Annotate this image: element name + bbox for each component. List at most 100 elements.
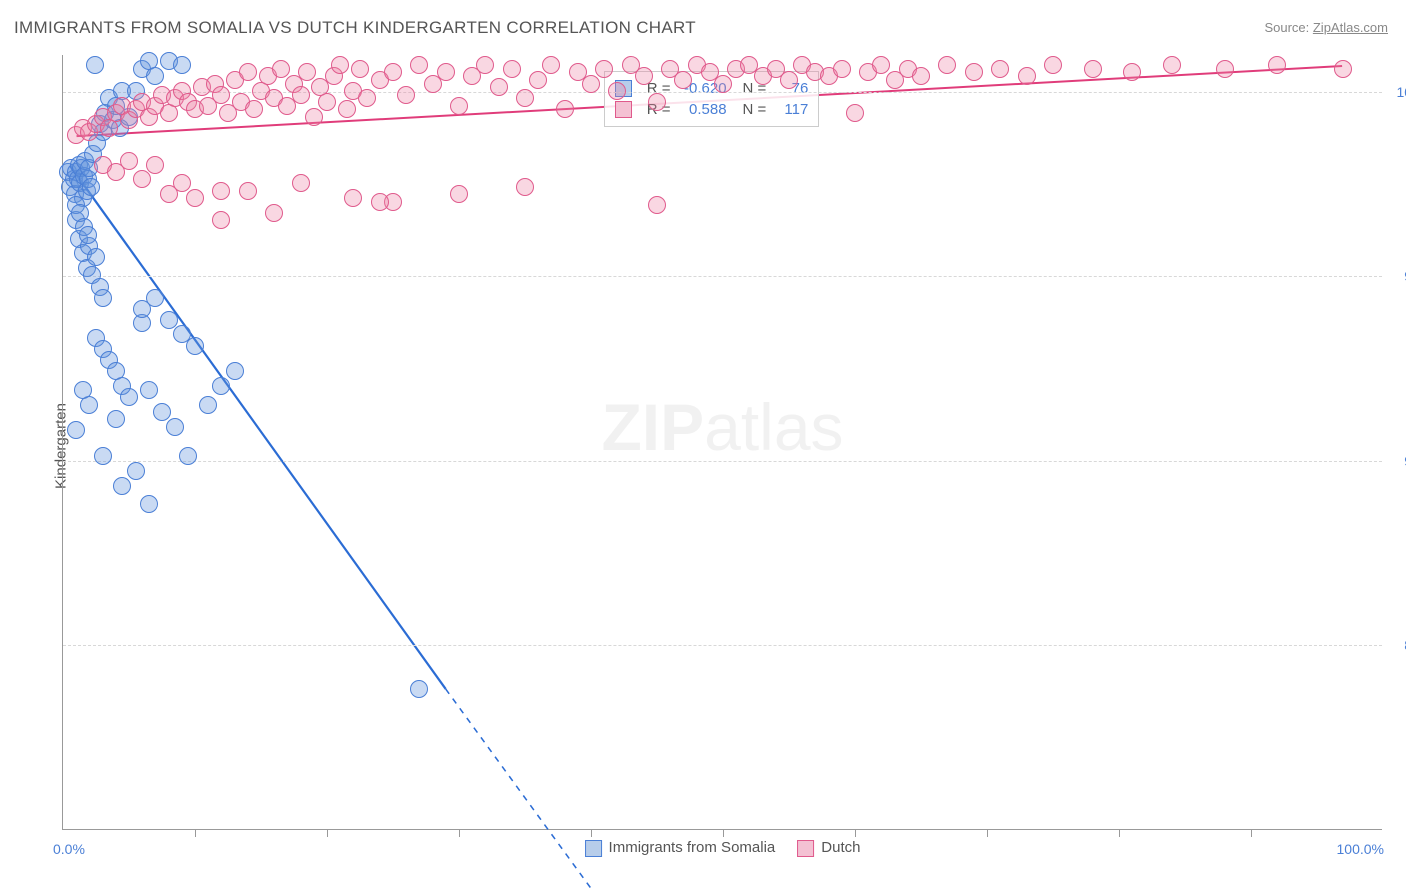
x-tick (327, 829, 328, 837)
watermark-light: atlas (704, 390, 843, 464)
scatter-point (1123, 63, 1141, 81)
scatter-point (1216, 60, 1234, 78)
trend-line-extrapolated (446, 689, 591, 888)
scatter-point (226, 362, 244, 380)
scatter-point (991, 60, 1009, 78)
x-tick (195, 829, 196, 837)
scatter-point (87, 248, 105, 266)
series-swatch-icon (615, 101, 632, 118)
scatter-point (450, 97, 468, 115)
scatter-point (938, 56, 956, 74)
stats-row: R =0.588 N =117 (615, 99, 809, 120)
legend-swatch-icon (585, 840, 602, 857)
scatter-point (127, 462, 145, 480)
scatter-point (450, 185, 468, 203)
scatter-point (74, 381, 92, 399)
scatter-point (186, 189, 204, 207)
y-tick-label: 95.0% (1389, 268, 1406, 284)
scatter-point (79, 226, 97, 244)
scatter-point (292, 86, 310, 104)
scatter-point (239, 182, 257, 200)
scatter-point (265, 204, 283, 222)
scatter-point (410, 56, 428, 74)
scatter-point (1044, 56, 1062, 74)
scatter-point (107, 163, 125, 181)
x-tick (1251, 829, 1252, 837)
scatter-point (542, 56, 560, 74)
scatter-point (107, 410, 125, 428)
scatter-point (351, 60, 369, 78)
scatter-point (516, 178, 534, 196)
scatter-point (212, 377, 230, 395)
watermark: ZIPatlas (601, 389, 843, 465)
x-tick (987, 829, 988, 837)
scatter-point (780, 71, 798, 89)
scatter-point (338, 100, 356, 118)
scatter-point (153, 403, 171, 421)
gridline-h (63, 645, 1382, 646)
watermark-bold: ZIP (601, 390, 704, 464)
legend-swatch-icon (797, 840, 814, 857)
x-axis-max-label: 100.0% (1337, 841, 1384, 857)
scatter-point (212, 86, 230, 104)
scatter-point (140, 495, 158, 513)
stat-n-label: N = (743, 101, 767, 118)
x-tick (1119, 829, 1120, 837)
x-axis-origin-label: 0.0% (53, 841, 85, 857)
scatter-point (94, 289, 112, 307)
scatter-point (199, 396, 217, 414)
scatter-point (113, 477, 131, 495)
scatter-point (608, 82, 626, 100)
scatter-point (67, 421, 85, 439)
scatter-point (146, 156, 164, 174)
scatter-point (120, 388, 138, 406)
scatter-point (1268, 56, 1286, 74)
x-tick (723, 829, 724, 837)
scatter-point (292, 174, 310, 192)
source-link[interactable]: ZipAtlas.com (1313, 20, 1388, 35)
scatter-point (305, 108, 323, 126)
source-attribution: Source: ZipAtlas.com (1264, 20, 1388, 35)
scatter-point (239, 63, 257, 81)
scatter-point (173, 56, 191, 74)
scatter-point (397, 86, 415, 104)
scatter-point (146, 67, 164, 85)
scatter-point (179, 447, 197, 465)
scatter-point (245, 100, 263, 118)
y-tick-label: 90.0% (1389, 453, 1406, 469)
x-tick (855, 829, 856, 837)
scatter-point (82, 178, 100, 196)
scatter-point (529, 71, 547, 89)
scatter-point (556, 100, 574, 118)
scatter-point (846, 104, 864, 122)
y-tick-label: 100.0% (1389, 84, 1406, 100)
y-tick-label: 85.0% (1389, 637, 1406, 653)
scatter-point (358, 89, 376, 107)
scatter-point (1334, 60, 1352, 78)
gridline-h (63, 276, 1382, 277)
source-prefix: Source: (1264, 20, 1312, 35)
scatter-point (94, 447, 112, 465)
scatter-point (503, 60, 521, 78)
scatter-point (490, 78, 508, 96)
scatter-point (331, 56, 349, 74)
scatter-point (1018, 67, 1036, 85)
trend-lines-layer (63, 55, 1382, 829)
scatter-point (516, 89, 534, 107)
scatter-point (872, 56, 890, 74)
scatter-point (166, 418, 184, 436)
scatter-point (140, 381, 158, 399)
scatter-point (437, 63, 455, 81)
legend-item: Dutch (797, 839, 860, 857)
scatter-point (384, 63, 402, 81)
scatter-point (272, 60, 290, 78)
scatter-point (86, 56, 104, 74)
scatter-point (186, 337, 204, 355)
scatter-point (595, 60, 613, 78)
legend-label: Immigrants from Somalia (609, 839, 776, 856)
scatter-point (674, 71, 692, 89)
scatter-point (371, 193, 389, 211)
trend-line (70, 166, 446, 689)
scatter-point (648, 196, 666, 214)
scatter-point (344, 189, 362, 207)
